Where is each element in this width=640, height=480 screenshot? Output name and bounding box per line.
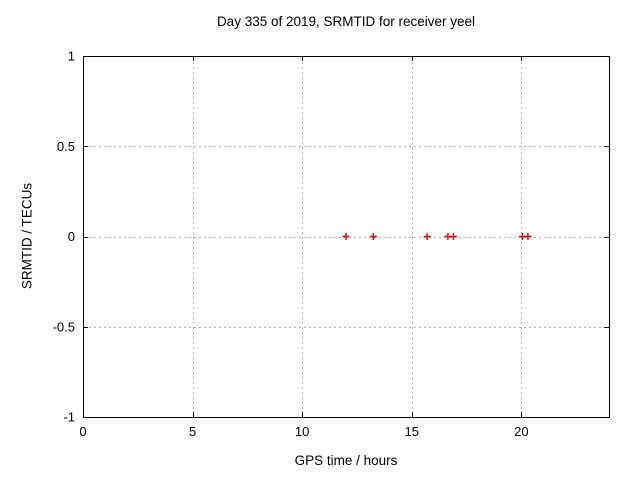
y-tick-label: -0.5: [53, 319, 75, 334]
x-axis-label: GPS time / hours: [294, 453, 398, 468]
data-point-marker: [423, 233, 431, 240]
x-tick-label: 0: [79, 424, 86, 439]
data-point-marker: [449, 233, 457, 240]
y-tick-label: 1: [68, 49, 75, 64]
y-tick-label: 0.5: [57, 139, 75, 154]
data-point-marker: [369, 233, 377, 240]
x-tick-label: 20: [514, 424, 528, 439]
data-point-marker: [342, 233, 350, 240]
y-tick-label: -1: [63, 410, 75, 425]
data-point-marker: [524, 233, 532, 240]
chart-title: Day 335 of 2019, SRMTID for receiver yee…: [216, 14, 476, 29]
x-tick-label: 10: [295, 424, 309, 439]
x-tick-label: 5: [189, 424, 196, 439]
x-tick-label: 15: [405, 424, 419, 439]
y-tick-label: 0: [68, 229, 75, 244]
